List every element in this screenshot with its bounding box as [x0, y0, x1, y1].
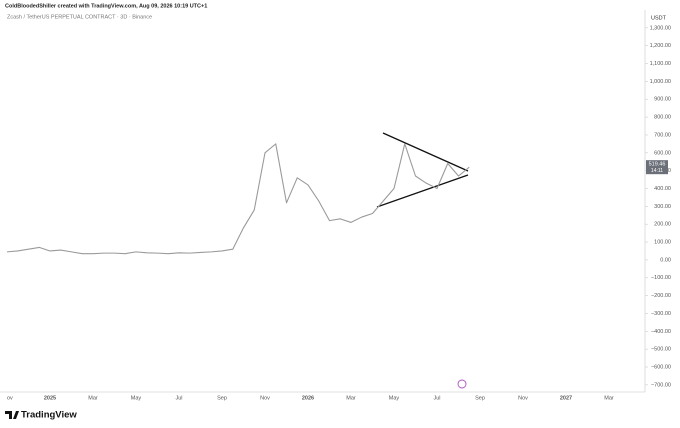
x-tick-label: Sep — [217, 395, 227, 401]
y-tick-label: 1,100.00 — [650, 61, 671, 67]
chart-title: Zcash / TetherUS PERPETUAL CONTRACT · 3D… — [7, 14, 152, 20]
x-tick-label: Mar — [346, 395, 356, 401]
y-tick-label: −400.00 — [651, 329, 671, 335]
x-tick-label: 2027 — [560, 395, 572, 401]
x-tick-label: Mar — [604, 395, 614, 401]
last-price-label: 519.46 — [649, 162, 666, 168]
x-tick-label: Jul — [175, 395, 182, 401]
countdown: 14:11 — [651, 168, 663, 174]
y-tick-label: −100.00 — [651, 275, 671, 281]
y-tick-label: −200.00 — [651, 293, 671, 299]
x-tick-label: May — [389, 395, 400, 401]
y-tick-label: 0.00 — [660, 257, 671, 263]
y-tick-label: 400.00 — [654, 186, 671, 192]
y-tick-label: −700.00 — [651, 382, 671, 388]
price-line — [6, 143, 470, 255]
y-tick-label: 600.00 — [654, 150, 671, 156]
y-tick-label: −500.00 — [651, 347, 671, 353]
brand: TradingView — [21, 410, 77, 421]
y-tick-label: 1,200.00 — [650, 43, 671, 49]
y-tick-label: 100.00 — [654, 240, 671, 246]
y-tick-label: 700.00 — [654, 132, 671, 138]
y-tick-label: −300.00 — [651, 311, 671, 317]
x-tick-label: Jul — [433, 395, 440, 401]
x-tick-label: 2026 — [302, 395, 314, 401]
logo: TradingView — [5, 410, 77, 421]
event-icon — [457, 379, 467, 389]
x-tick-label: Mar — [88, 395, 98, 401]
y-tick-label: 200.00 — [654, 222, 671, 228]
trendline-lower — [376, 174, 469, 208]
credit: ColdBloodedShiller created with TradingV… — [5, 3, 207, 9]
last-price-box — [646, 160, 668, 175]
x-tick-label: Sep — [475, 395, 485, 401]
y-tick-label: 800.00 — [654, 115, 671, 121]
x-tick-label: ov — [7, 395, 13, 401]
x-tick-label: Nov — [518, 395, 528, 401]
y-tick-label: 1,300.00 — [650, 25, 671, 31]
x-tick-label: 2025 — [44, 395, 56, 401]
y-tick-label: 300.00 — [654, 204, 671, 210]
y-tick-label: 1,000.00 — [650, 79, 671, 85]
y-unit: USDT — [651, 15, 667, 21]
y-tick-label: 900.00 — [654, 97, 671, 103]
x-tick-label: Nov — [260, 395, 270, 401]
y-tick-label: −600.00 — [651, 364, 671, 370]
trendline-upper — [382, 132, 469, 172]
x-tick-label: May — [131, 395, 142, 401]
